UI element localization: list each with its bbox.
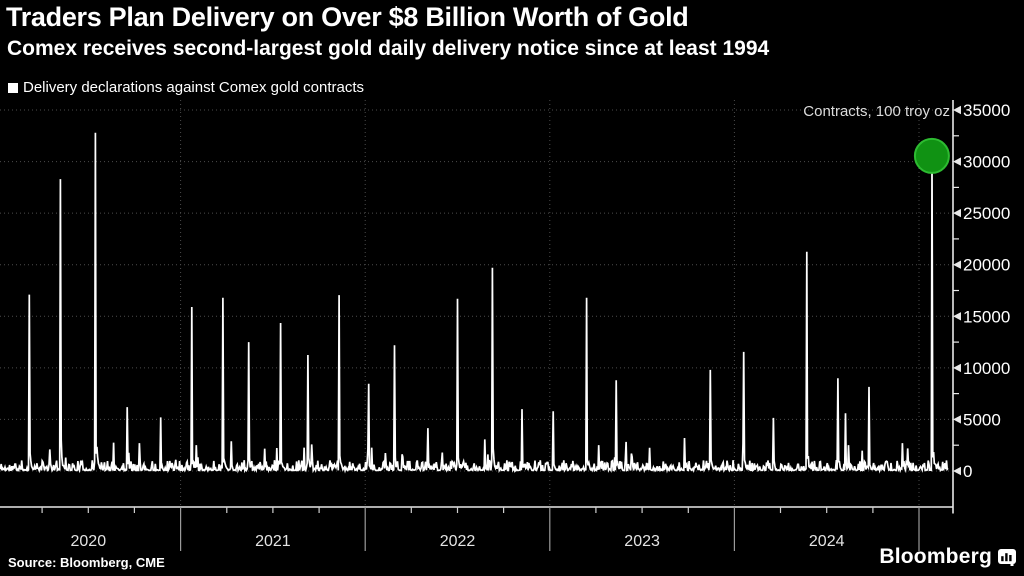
legend-swatch-icon <box>8 82 18 93</box>
svg-text:2022: 2022 <box>440 533 476 550</box>
y-axis-ticks-labels: 0 5000 10000 15000 20000 25000 30000 35000 <box>953 101 1010 481</box>
svg-text:2020: 2020 <box>71 533 107 550</box>
chart-title: Traders Plan Delivery on Over $8 Billion… <box>6 2 689 32</box>
y-axis-unit-label: Contracts, 100 troy oz <box>803 103 950 120</box>
svg-text:0: 0 <box>963 462 972 481</box>
bloomberg-terminal-icon <box>998 548 1016 566</box>
bloomberg-wordmark: Bloomberg <box>879 545 992 568</box>
delivery-series-line <box>0 132 949 474</box>
highlight-marker <box>913 137 950 174</box>
svg-text:5000: 5000 <box>963 410 1001 429</box>
svg-text:2021: 2021 <box>255 533 291 550</box>
chart-subtitle: Comex receives second-largest gold daily… <box>7 37 770 60</box>
svg-text:15000: 15000 <box>963 307 1010 326</box>
svg-text:20000: 20000 <box>963 256 1010 275</box>
svg-text:35000: 35000 <box>963 101 1010 120</box>
bloomberg-logo: Bloomberg <box>879 545 1016 569</box>
gridlines <box>0 100 953 507</box>
svg-text:25000: 25000 <box>963 204 1010 223</box>
svg-text:2024: 2024 <box>809 533 845 550</box>
svg-text:30000: 30000 <box>963 153 1010 172</box>
source-credit: Source: Bloomberg, CME <box>8 555 165 570</box>
svg-text:2023: 2023 <box>624 533 660 550</box>
svg-text:10000: 10000 <box>963 359 1010 378</box>
legend-label: Delivery declarations against Comex gold… <box>23 79 364 96</box>
x-axis-ticks-labels: 2020 2021 2022 2023 2024 <box>41 507 920 551</box>
legend: Delivery declarations against Comex gold… <box>8 79 364 96</box>
